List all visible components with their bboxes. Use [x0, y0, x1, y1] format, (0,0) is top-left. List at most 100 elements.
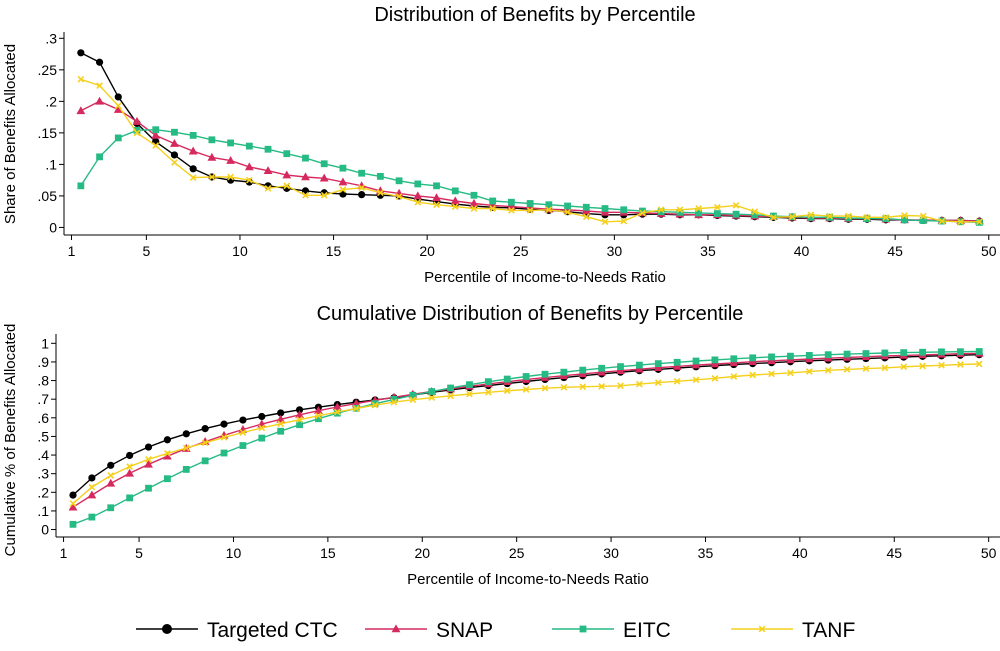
data-point	[730, 355, 738, 363]
data-point	[470, 191, 478, 199]
data-point	[788, 213, 796, 221]
data-point	[672, 361, 682, 370]
data-point	[545, 201, 553, 209]
data-point	[376, 172, 384, 180]
x-tick-label: 40	[792, 545, 808, 561]
data-point	[730, 373, 738, 380]
legend-marker	[758, 625, 766, 633]
data-point	[692, 357, 700, 365]
series-tanf	[77, 75, 983, 226]
data-point	[295, 406, 304, 414]
x-tick-label: 25	[513, 243, 529, 259]
data-point	[508, 198, 515, 206]
x-tick-label: 30	[603, 545, 619, 561]
data-point	[636, 380, 643, 388]
data-point	[976, 218, 983, 226]
data-point	[470, 205, 478, 212]
data-point	[900, 349, 908, 357]
data-point	[301, 172, 310, 181]
data-point	[824, 351, 832, 359]
data-point	[807, 211, 815, 219]
data-point	[768, 370, 775, 378]
data-point	[751, 208, 759, 216]
data-point	[151, 130, 161, 139]
data-point	[691, 360, 701, 369]
data-point	[358, 191, 366, 199]
legend-label: EITC	[623, 619, 671, 642]
legend-item: SNAP	[365, 619, 493, 642]
x-tick-label: 35	[698, 545, 714, 561]
chart-title: Cumulative Distribution of Benefits by P…	[317, 303, 744, 325]
y-tick-label: .25	[38, 62, 58, 78]
data-point	[182, 444, 190, 452]
data-point	[805, 368, 813, 375]
y-tick-label: 0	[41, 522, 49, 538]
x-tick-label: 45	[886, 545, 902, 561]
y-tick-label: .5	[37, 428, 49, 444]
y-tick-label: .15	[38, 125, 58, 141]
data-point	[654, 360, 662, 368]
data-point	[863, 213, 871, 221]
data-point	[315, 415, 322, 423]
data-point	[541, 384, 549, 392]
series-line	[80, 52, 980, 222]
data-point	[170, 138, 179, 147]
data-point	[358, 184, 366, 192]
data-point	[126, 463, 133, 470]
data-point	[258, 424, 266, 432]
data-point	[244, 162, 254, 171]
data-point	[824, 366, 832, 374]
data-point	[145, 484, 152, 492]
data-point	[522, 386, 530, 393]
y-tick-label: .8	[37, 373, 49, 389]
data-point	[133, 129, 141, 137]
data-point	[451, 203, 459, 210]
data-point	[96, 82, 103, 89]
legend-marker	[579, 625, 587, 633]
y-tick-label: .2	[45, 93, 57, 109]
data-point	[695, 209, 703, 217]
data-point	[579, 366, 587, 374]
data-point	[88, 474, 96, 482]
data-point	[881, 349, 889, 357]
data-point	[484, 388, 492, 396]
data-point	[315, 412, 322, 420]
data-point	[107, 504, 115, 512]
data-point	[749, 371, 757, 379]
data-point	[171, 128, 178, 136]
data-point	[125, 468, 135, 477]
data-point	[447, 392, 454, 400]
data-point	[107, 461, 115, 469]
data-point	[264, 145, 272, 153]
data-point	[357, 181, 367, 190]
data-point	[616, 366, 625, 374]
data-point	[339, 186, 347, 193]
x-tick-label: 50	[981, 545, 997, 561]
x-tick-label: 25	[509, 545, 525, 561]
data-point	[189, 131, 197, 139]
data-point	[114, 93, 122, 101]
data-point	[862, 350, 870, 357]
chart-distribution-panel: Distribution of Benefits by Percentile P…	[2, 4, 1000, 286]
data-point	[826, 212, 834, 220]
data-point	[171, 159, 178, 166]
data-point	[69, 520, 77, 528]
data-point	[107, 472, 115, 479]
data-point	[277, 420, 285, 428]
data-point	[152, 126, 160, 134]
data-point	[182, 465, 190, 473]
data-point	[807, 213, 815, 221]
y-tick-label: .3	[45, 30, 57, 46]
data-point	[314, 406, 323, 415]
x-tick-label: 5	[142, 243, 150, 259]
data-point	[264, 184, 272, 192]
y-tick-label: 0	[49, 219, 57, 235]
chart-cumulative-panel: Cumulative Distribution of Benefits by P…	[2, 303, 1000, 588]
data-point	[351, 398, 361, 407]
data-point	[601, 218, 609, 226]
data-point	[749, 354, 757, 362]
data-point	[466, 381, 473, 389]
y-tick-label: .4	[37, 447, 49, 463]
data-point	[919, 212, 927, 220]
x-tick-label: 50	[981, 243, 997, 259]
